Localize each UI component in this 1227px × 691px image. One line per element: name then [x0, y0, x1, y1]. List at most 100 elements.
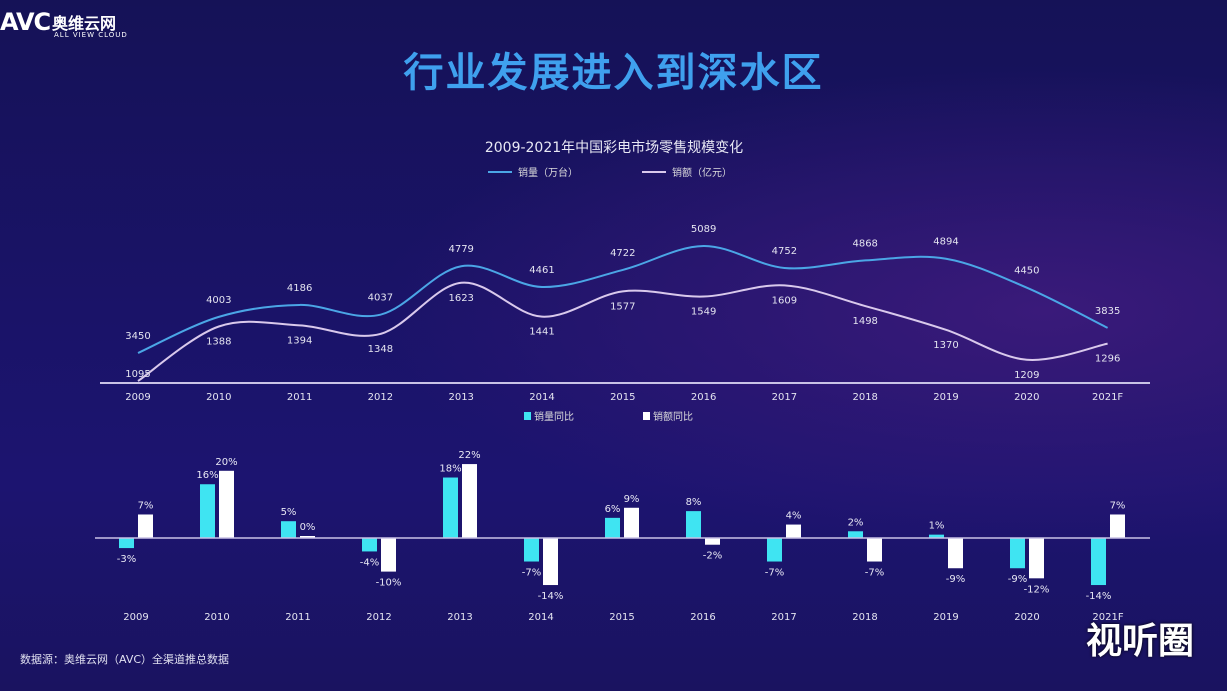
- bar-volume-yoy: [443, 477, 458, 538]
- legend-swatch-value-yoy: [643, 412, 650, 420]
- data-label-volume: 4450: [1014, 266, 1039, 277]
- bar-x-tick: 2018: [852, 612, 877, 623]
- line-x-tick: 2009: [125, 392, 150, 403]
- bar-value-yoy: [300, 536, 315, 538]
- bar-x-tick: 2021F: [1092, 612, 1123, 623]
- data-label-volume: 4003: [206, 295, 231, 306]
- bar-label: -10%: [376, 578, 402, 589]
- page-title: 行业发展进入到深水区: [403, 50, 824, 96]
- bar-label: -14%: [1086, 591, 1112, 602]
- bar-value-yoy: [381, 538, 396, 572]
- bar-value-yoy: [786, 524, 801, 538]
- bar-label: -9%: [946, 574, 965, 585]
- bar-label: 7%: [138, 500, 154, 511]
- bar-value-yoy: [543, 538, 558, 586]
- data-label-volume: 4461: [529, 265, 554, 276]
- data-label-value: 1577: [610, 301, 635, 312]
- line-x-tick: 2019: [933, 392, 958, 403]
- bar-label: 9%: [624, 494, 640, 505]
- data-label-value: 1388: [206, 337, 231, 348]
- data-label-volume: 3450: [125, 331, 150, 342]
- bar-value-yoy: [1110, 514, 1125, 538]
- bar-volume-yoy: [767, 538, 782, 562]
- data-label-value: 1370: [933, 340, 958, 351]
- bar-x-tick: 2013: [447, 612, 472, 623]
- data-label-value: 1095: [125, 369, 150, 380]
- legend-swatch-volume-yoy: [524, 412, 531, 420]
- line-x-tick: 2018: [852, 392, 877, 403]
- bar-label: -3%: [117, 554, 136, 565]
- bar-value-yoy: [705, 538, 720, 545]
- bar-value-yoy: [948, 538, 963, 569]
- bar-value-yoy: [867, 538, 882, 562]
- line-x-tick: 2011: [287, 392, 312, 403]
- bar-volume-yoy: [605, 517, 620, 538]
- line-series-volume: [137, 244, 1109, 354]
- bar-volume-yoy: [281, 521, 296, 538]
- line-x-tick: 2021F: [1092, 392, 1123, 403]
- line-x-tick: 2010: [206, 392, 231, 403]
- bar-x-tick: 2012: [366, 612, 391, 623]
- line-x-tick: 2014: [529, 392, 554, 403]
- legend-label-value-yoy: 销额同比: [653, 410, 693, 423]
- bar-volume-yoy: [1010, 538, 1025, 569]
- data-label-value: 1549: [691, 307, 716, 318]
- bar-x-tick: 2016: [690, 612, 715, 623]
- bar-value-yoy: [138, 514, 153, 538]
- bar-label: 16%: [196, 470, 218, 481]
- data-label-value: 1609: [772, 295, 797, 306]
- bar-label: -9%: [1008, 574, 1027, 585]
- avc-logo: AVC 奥维云网 ALL VIEW CLOUD: [0, 8, 150, 40]
- bar-x-tick: 2017: [771, 612, 796, 623]
- bar-label: -7%: [522, 568, 541, 579]
- bar-volume-yoy: [200, 484, 215, 538]
- line-x-tick: 2013: [448, 392, 473, 403]
- bar-label: -7%: [865, 568, 884, 579]
- bar-label: 1%: [929, 521, 945, 532]
- data-label-volume: 4868: [852, 238, 877, 249]
- bar-label: 2%: [848, 517, 864, 528]
- data-source: 数据源：奥维云网（AVC）全渠道推总数据: [20, 653, 230, 666]
- data-label-volume: 4894: [933, 237, 958, 248]
- bar-value-yoy: [624, 507, 639, 538]
- data-label-volume: 4752: [772, 246, 797, 257]
- bar-value-yoy: [219, 470, 234, 538]
- data-label-value: 1348: [368, 344, 393, 355]
- bar-volume-yoy: [1091, 538, 1106, 586]
- logo-mark: AVC: [0, 8, 51, 36]
- bar-label: -14%: [538, 591, 564, 602]
- data-label-value: 1441: [529, 327, 554, 338]
- bar-label: 7%: [1110, 500, 1126, 511]
- bar-label: 18%: [439, 464, 461, 475]
- data-label-volume: 4722: [610, 248, 635, 259]
- bar-label: -12%: [1024, 584, 1050, 595]
- line-x-tick: 2016: [691, 392, 716, 403]
- bar-label: 4%: [786, 511, 802, 522]
- bar-label: 0%: [300, 522, 316, 533]
- bar-volume-yoy: [362, 538, 377, 552]
- bar-x-tick: 2011: [285, 612, 310, 623]
- bar-volume-yoy: [686, 511, 701, 538]
- bar-label: -4%: [360, 557, 379, 568]
- line-x-tick: 2020: [1014, 392, 1039, 403]
- bar-volume-yoy: [929, 534, 944, 538]
- logo-tagline: ALL VIEW CLOUD: [54, 31, 128, 39]
- bar-label: 8%: [686, 497, 702, 508]
- line-series-value: [137, 281, 1108, 382]
- line-x-tick: 2017: [772, 392, 797, 403]
- bar-label: 6%: [605, 504, 621, 515]
- data-label-value: 1498: [852, 316, 877, 327]
- data-label-volume: 4779: [448, 244, 473, 255]
- data-label-volume: 4186: [287, 283, 312, 294]
- logo-name: 奥维云网: [52, 14, 117, 33]
- bar-x-tick: 2015: [609, 612, 634, 623]
- line-x-tick: 2015: [610, 392, 635, 403]
- legend-label-volume: 销量（万台）: [518, 166, 578, 179]
- bar-volume-yoy: [119, 538, 134, 549]
- watermark: 视听圈: [1086, 621, 1195, 662]
- bar-x-tick: 2009: [123, 612, 148, 623]
- bar-x-tick: 2014: [528, 612, 553, 623]
- bar-label: 5%: [281, 507, 297, 518]
- bar-label: -7%: [765, 568, 784, 579]
